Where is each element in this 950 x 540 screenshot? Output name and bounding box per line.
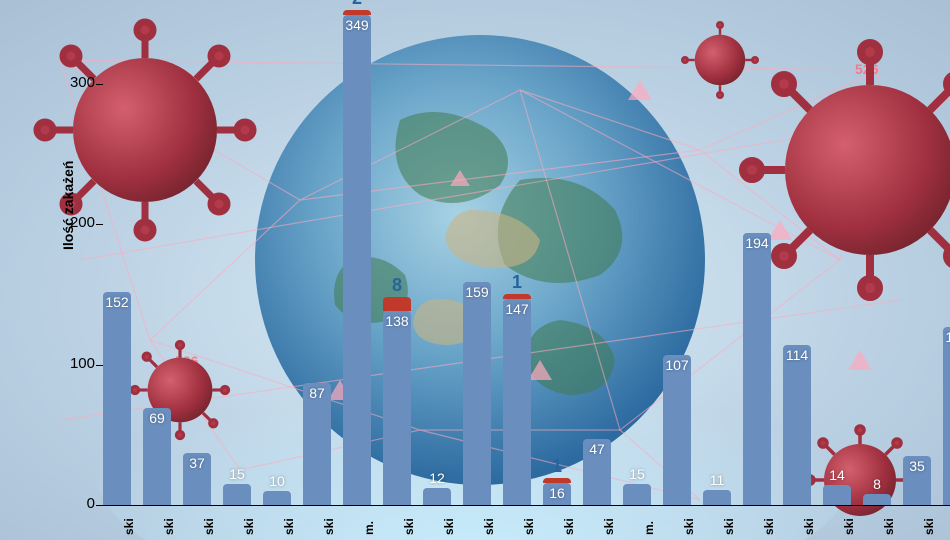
bar xyxy=(743,233,771,505)
y-tick-mark xyxy=(96,365,103,366)
y-tick-label: 200 xyxy=(45,214,95,231)
x-tick-label: ski xyxy=(322,518,336,535)
y-tick-mark xyxy=(96,224,103,225)
y-tick-label: 100 xyxy=(45,355,95,372)
bar xyxy=(823,485,851,505)
x-tick-label: ski xyxy=(882,518,896,535)
x-tick-label: ski xyxy=(122,518,136,535)
overlay-value-label: 2 xyxy=(339,0,375,9)
bar xyxy=(263,491,291,505)
bar xyxy=(303,383,331,505)
bar-value-label: 147 xyxy=(499,301,535,317)
x-tick-label: ski xyxy=(922,518,936,535)
x-tick-label: ski xyxy=(442,518,456,535)
bar-value-label: 16 xyxy=(539,485,575,501)
bar-value-label: 12 xyxy=(419,470,455,486)
overlay-value-label: 8 xyxy=(379,275,415,296)
bar xyxy=(343,15,371,505)
bar-value-label: 349 xyxy=(339,17,375,33)
overlay-cap xyxy=(543,478,571,482)
x-tick-label: m. xyxy=(642,521,656,535)
bar-value-label: 69 xyxy=(139,410,175,426)
y-axis-label: Ilość zakażeń xyxy=(60,161,76,251)
x-tick-label: ski xyxy=(282,518,296,535)
x-tick-label: m. xyxy=(362,521,376,535)
bar-value-label: 114 xyxy=(779,347,815,363)
x-tick-label: ski xyxy=(242,518,256,535)
bar-value-label: 15 xyxy=(219,466,255,482)
x-tick-label: ski xyxy=(402,518,416,535)
y-tick-label: 0 xyxy=(45,495,95,512)
overlay-cap xyxy=(343,10,371,16)
overlay-value-label: 1 xyxy=(499,272,535,293)
x-tick-label: ski xyxy=(842,518,856,535)
bar xyxy=(783,345,811,505)
bar-value-label: 87 xyxy=(299,385,335,401)
bar-value-label: 47 xyxy=(579,441,615,457)
x-tick-label: ski xyxy=(762,518,776,535)
bar xyxy=(463,282,491,505)
bar-value-label: 159 xyxy=(459,284,495,300)
bar-value-label: 35 xyxy=(899,458,935,474)
bar xyxy=(103,292,131,505)
x-tick-label: ski xyxy=(602,518,616,535)
bar xyxy=(663,355,691,505)
bar xyxy=(703,490,731,505)
bar-value-label: 8 xyxy=(859,476,895,492)
overlay-cap xyxy=(383,297,411,311)
bar-value-label: 194 xyxy=(739,235,775,251)
bar-value-label: 152 xyxy=(99,294,135,310)
bar xyxy=(503,299,531,505)
x-tick-label: ski xyxy=(682,518,696,535)
bar-value-label: 15 xyxy=(619,466,655,482)
bar xyxy=(383,311,411,505)
x-tick-label: ski xyxy=(202,518,216,535)
bar xyxy=(623,484,651,505)
bar-value-label: 138 xyxy=(379,313,415,329)
x-tick-label: ski xyxy=(562,518,576,535)
bar-value-label: 10 xyxy=(259,473,295,489)
y-tick-label: 300 xyxy=(45,74,95,91)
bar-value-label: 11 xyxy=(699,472,735,488)
x-tick-label: ski xyxy=(802,518,816,535)
x-tick-label: ski xyxy=(162,518,176,535)
bar xyxy=(223,484,251,505)
overlay-cap xyxy=(503,294,531,298)
bar-value-label: 127 xyxy=(939,329,950,345)
bar-value-label: 37 xyxy=(179,455,215,471)
x-tick-label: ski xyxy=(522,518,536,535)
bar xyxy=(423,488,451,505)
bar-value-label: 14 xyxy=(819,467,855,483)
x-tick-label: ski xyxy=(482,518,496,535)
x-tick-label: ski xyxy=(722,518,736,535)
bar xyxy=(943,327,950,505)
overlay-value-label: 1 xyxy=(539,456,575,477)
x-axis-baseline xyxy=(96,505,950,506)
bar xyxy=(863,494,891,505)
y-tick-mark xyxy=(96,84,103,85)
bar-value-label: 107 xyxy=(659,357,695,373)
